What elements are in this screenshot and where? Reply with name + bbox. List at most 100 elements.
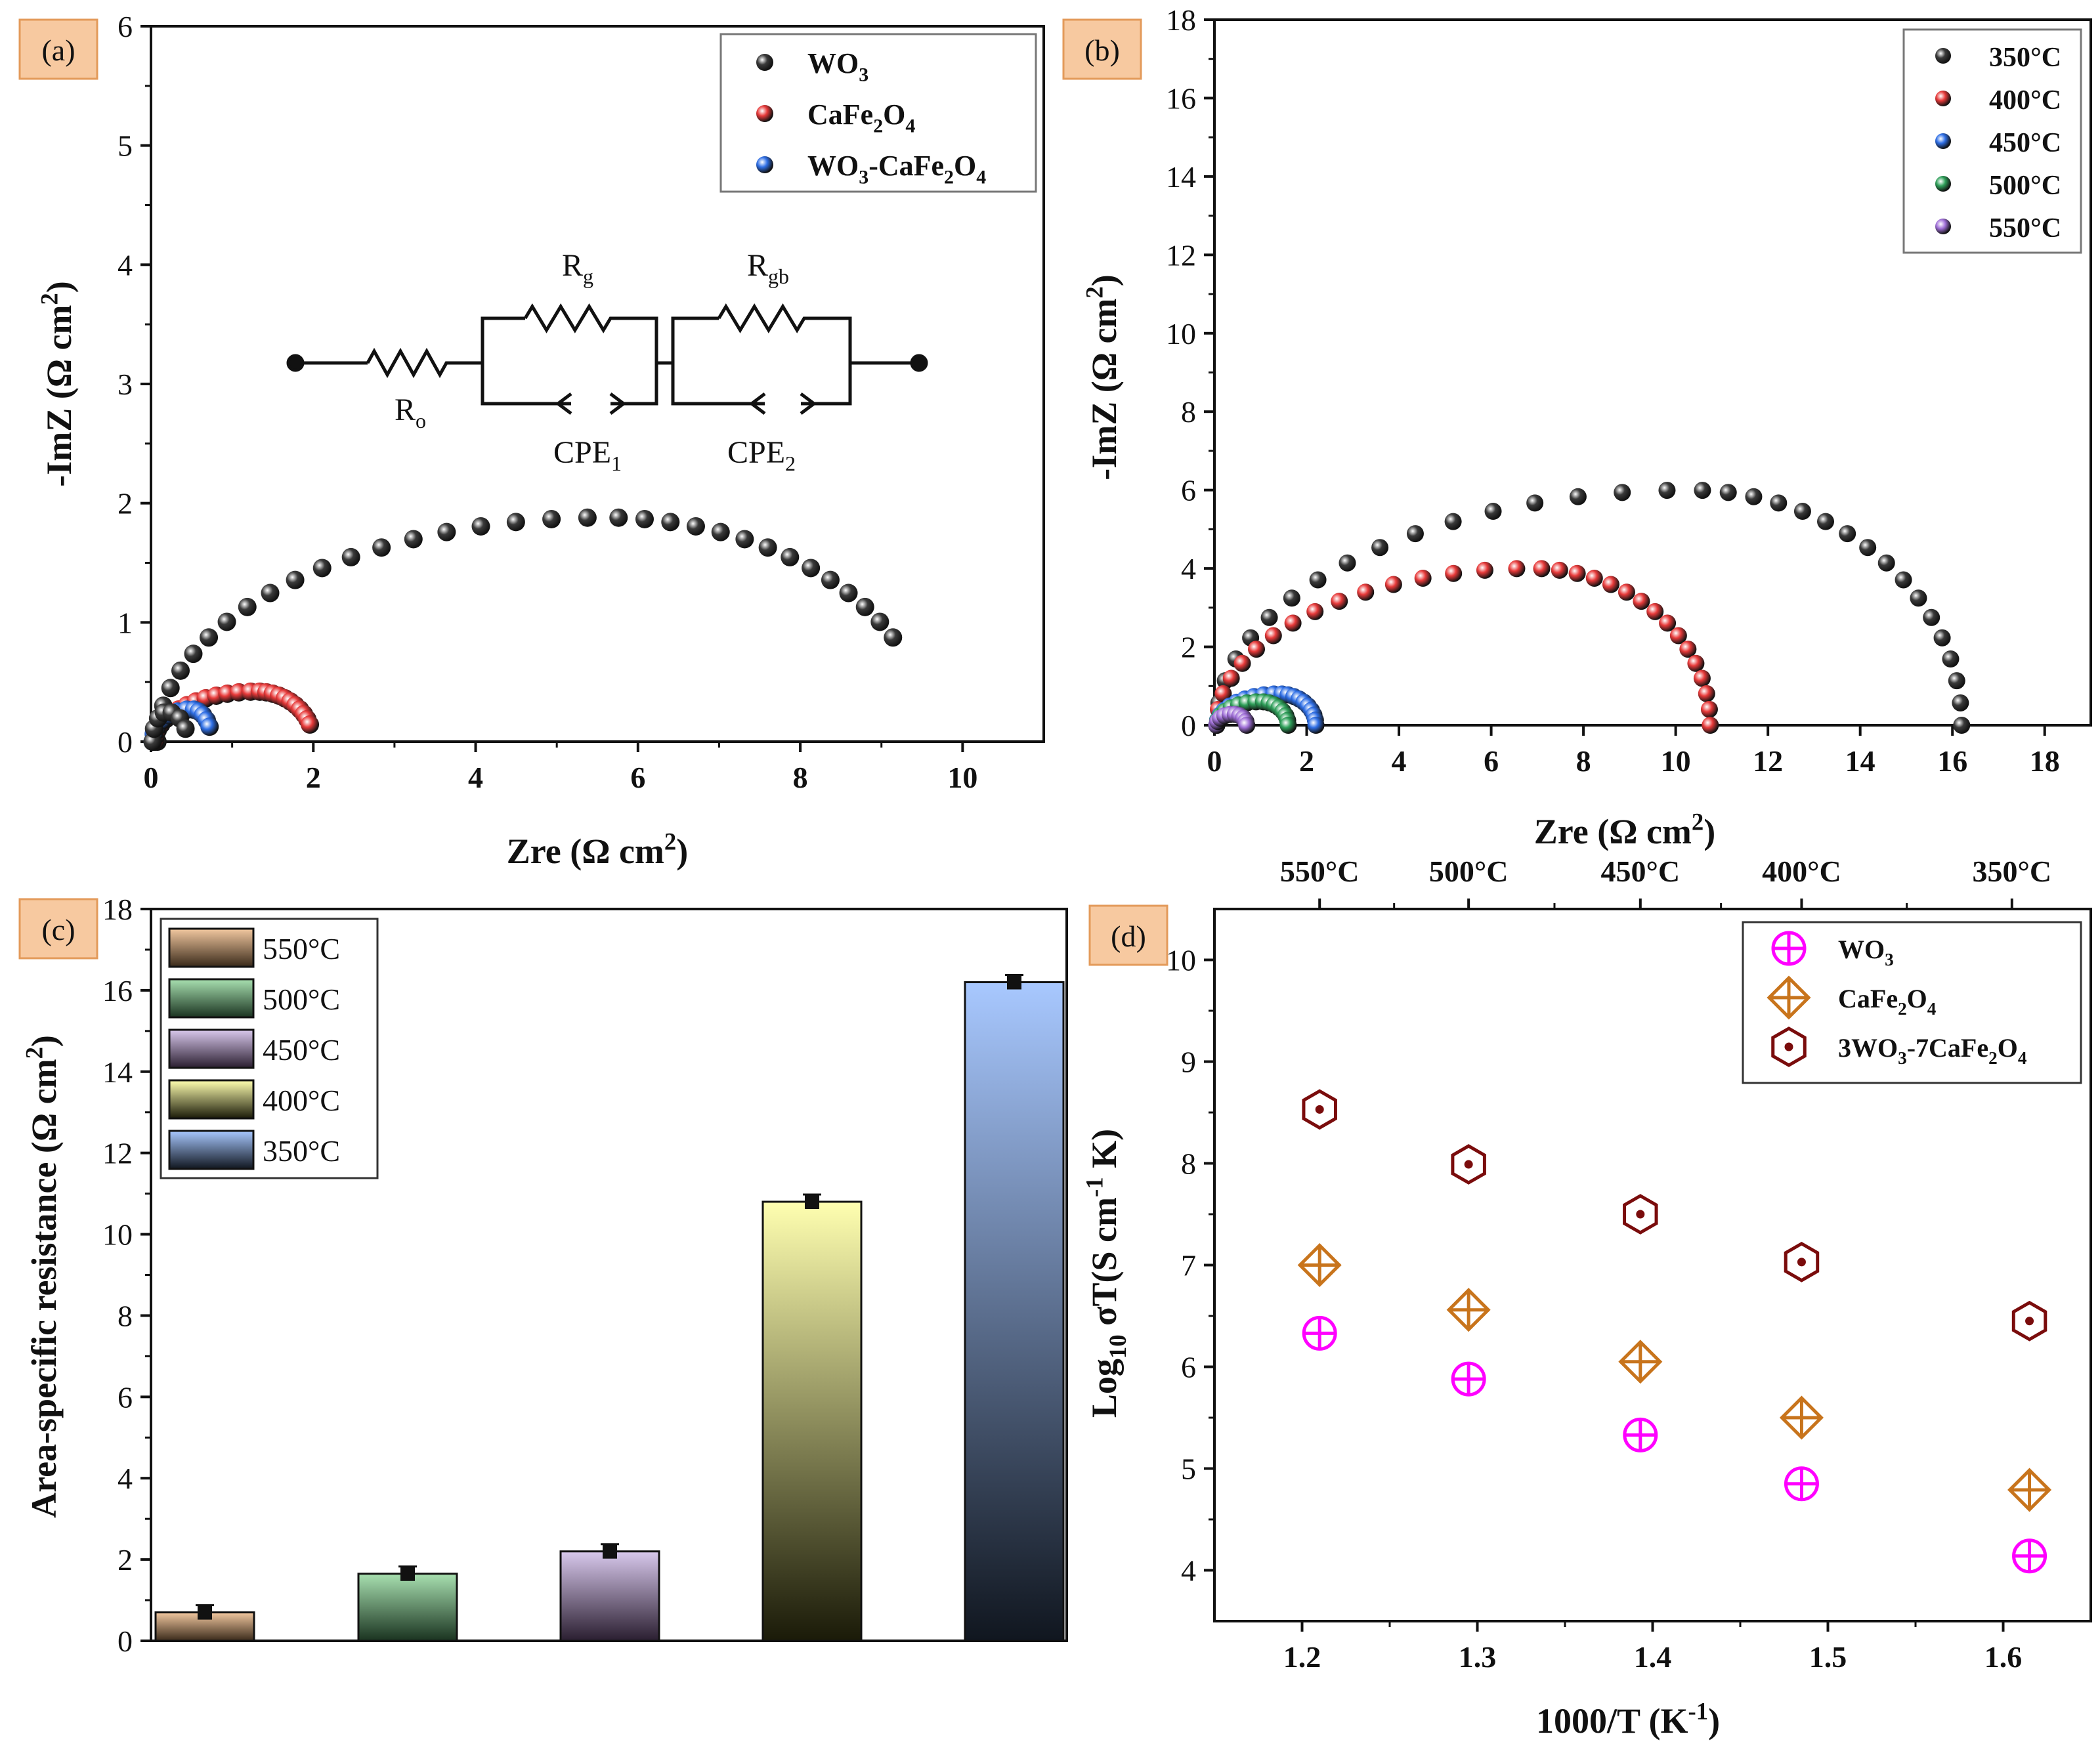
text-segment: O (1907, 984, 1927, 1013)
text-segment: 18 (2030, 744, 2060, 778)
marker-hexagon (1451, 1144, 1486, 1185)
data-point-wo3 (839, 583, 858, 603)
data-point-400°C (1222, 669, 1240, 687)
y-tick-label: 2 (118, 1543, 133, 1577)
data-point-350°C (1933, 629, 1951, 646)
data-point-400°C (1687, 654, 1705, 672)
data-point-wo3 (609, 508, 628, 527)
data-point-3WO3-7CaFe2O4 (2011, 1300, 2047, 1342)
legend-label: 550°C (1989, 213, 2061, 243)
data-point-wo3 (506, 513, 525, 532)
text-segment: 0 (1207, 744, 1222, 778)
data-point-400°C (1693, 669, 1711, 687)
legend-label: 550°C (263, 932, 340, 965)
y-tick-label: 0 (118, 1624, 133, 1658)
data-point-400°C (1646, 603, 1664, 620)
y-tick-label: 16 (1166, 81, 1196, 115)
data-point-500°C (1279, 717, 1297, 734)
text-segment: 8 (1576, 744, 1591, 778)
y-axis-title: Area-specific resistance (Ω cm2) (20, 1035, 64, 1518)
legend-marker (756, 54, 773, 71)
legend-box (1902, 28, 2082, 254)
text-segment: -1 (1688, 1697, 1708, 1724)
y-tick-label: 6 (118, 10, 133, 43)
x-tick-label: 1.4 (1634, 1640, 1672, 1674)
y-tick-label: 14 (102, 1055, 133, 1089)
data-point-350°C (1371, 539, 1389, 557)
y-tick-label: 9 (1181, 1046, 1196, 1079)
data-point-wo3 (802, 559, 821, 578)
x-tick-label: 8 (793, 761, 808, 794)
legend-marker (1935, 176, 1951, 192)
data-point-350°C (1952, 694, 1969, 711)
data-point-400°C (1414, 569, 1432, 587)
data-point-400°C (1357, 583, 1375, 601)
x-tick-label: 0 (144, 761, 159, 794)
data-point-350°C (1309, 571, 1327, 589)
y-tick-label: 2 (118, 487, 133, 520)
data-point-wo3 (884, 628, 903, 647)
text-segment: 1.4 (1634, 1640, 1672, 1674)
text-segment: Log (1084, 1359, 1124, 1418)
text-segment: 0 (118, 1624, 133, 1658)
text-segment: 0 (1181, 709, 1196, 742)
text-segment: 10 (1104, 1334, 1131, 1359)
text-segment: 2 (785, 452, 796, 475)
y-axis-title: -ImZ (Ω cm2) (1081, 274, 1124, 480)
text-segment: 1.5 (1809, 1640, 1847, 1674)
data-point-wo3 (661, 513, 680, 532)
data-point-WO3 (1451, 1361, 1486, 1397)
marker-hexagon (2011, 1300, 2047, 1342)
text-segment: 2 (1081, 286, 1107, 298)
y-tick-label: 4 (118, 1462, 133, 1495)
legend-box (719, 33, 1037, 193)
panel-c: 0 2 4 6 8 10 12 14 16 18 (c) Area-specific resistan… (18, 893, 1068, 1658)
marker-hexagon (1771, 1027, 1807, 1067)
text-segment: 1.3 (1459, 1640, 1497, 1674)
text-segment: 6 (1181, 474, 1196, 507)
x-tick-label: 8 (1576, 744, 1591, 778)
legend-swatch (168, 978, 255, 1019)
text-segment: 350°C (1989, 43, 2061, 73)
marker-hexagon (1623, 1194, 1658, 1235)
text-segment: -7CaFe (1907, 1033, 1988, 1063)
text-segment: R (562, 248, 583, 283)
data-point-wo3 (171, 661, 190, 680)
y-tick-label: 4 (118, 248, 133, 282)
text-segment: ) (24, 1035, 64, 1047)
resistor-ro (295, 347, 482, 379)
data-point-wo3 (855, 597, 874, 616)
text-segment: -CaFe (868, 150, 944, 182)
y-tick-label: 5 (1181, 1452, 1196, 1486)
y-tick-label: 8 (1181, 395, 1196, 429)
data-point-wo3 (286, 570, 305, 589)
y-tick-label: 4 (1181, 552, 1196, 585)
text-segment: 4 (468, 761, 483, 794)
text-segment: 6 (630, 761, 645, 794)
x-tick-label: 2 (1299, 744, 1314, 778)
y-tick-label: 18 (102, 893, 133, 926)
text-segment: -ImZ (Ω cm (39, 305, 79, 487)
top-tick-label: 550°C (1280, 855, 1360, 888)
data-point-wo3-cafe2o4 (200, 717, 219, 736)
text-segment: 1.6 (1984, 1640, 2023, 1674)
data-point-400°C (1233, 654, 1251, 672)
text-segment: 450°C (1989, 128, 2061, 158)
text-segment: R (395, 392, 416, 427)
text-segment: 500°C (263, 983, 340, 1016)
legend-label: 500°C (1989, 171, 2061, 201)
data-point-350°C (1793, 503, 1811, 520)
data-point-350°C (1953, 717, 1971, 734)
x-tick-label: 1.2 (1283, 1640, 1321, 1674)
legend: 550°C 500°C 450°C 400°C 350°C (160, 918, 379, 1179)
data-point-wo3 (312, 559, 332, 578)
text-segment: o (416, 409, 426, 433)
data-point-350°C (1877, 554, 1895, 572)
text-segment: 2 (118, 1543, 133, 1577)
text-segment: 2 (1181, 631, 1196, 664)
y-tick-label: 10 (102, 1218, 133, 1252)
panel-tag-bg (1062, 18, 1142, 80)
data-point-wo3 (735, 530, 754, 549)
